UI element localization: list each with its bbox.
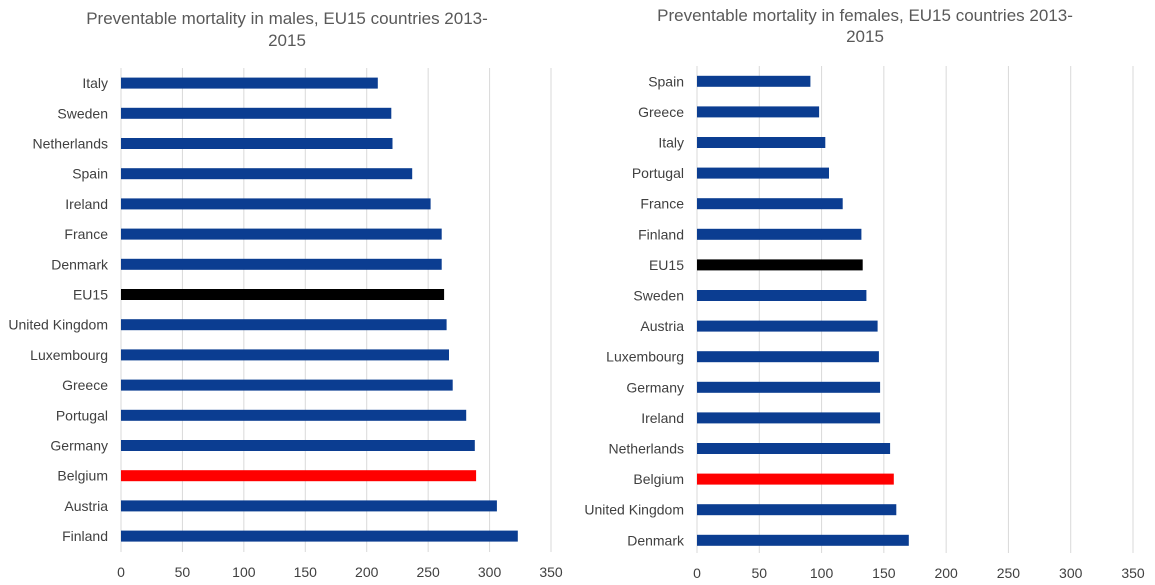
females-category-label: Denmark (627, 532, 685, 548)
females-chart-title-line-1: Preventable mortality in females, EU15 c… (657, 6, 1073, 25)
females-category-label: France (640, 196, 684, 212)
males-bar-united-kingdom (121, 319, 447, 331)
females-bar-spain (697, 75, 811, 87)
males-category-label: Austria (64, 498, 108, 514)
males-category-label: Finland (62, 528, 108, 544)
females-x-tick-label: 250 (997, 565, 1021, 581)
females-category-label: Portugal (632, 165, 684, 181)
males-bar-sweden (121, 107, 392, 119)
males-bar-eu15 (121, 289, 445, 300)
females-bar-ireland (697, 412, 881, 424)
females-bar-netherlands (697, 443, 891, 454)
males-category-label: Germany (50, 438, 108, 454)
males-category-label: Luxembourg (30, 347, 108, 363)
males-category-label: EU15 (73, 287, 108, 303)
females-chart-title-line-2: 2015 (846, 27, 884, 46)
males-category-label: Greece (62, 377, 108, 393)
females-x-tick-label: 0 (693, 565, 701, 581)
females-bar-france (697, 198, 843, 210)
males-bar-denmark (121, 258, 442, 270)
males-category-label: Netherlands (33, 136, 109, 152)
males-x-tick-label: 200 (355, 564, 379, 580)
males-bar-belgium (121, 470, 477, 482)
males-category-label: France (64, 226, 108, 242)
females-category-label: Ireland (641, 410, 684, 426)
males-bar-spain (121, 168, 413, 180)
females-x-tick-label: 200 (934, 565, 958, 581)
females-bar-finland (697, 228, 862, 240)
females-x-tick-label: 50 (751, 565, 767, 581)
females-bar-germany (697, 381, 881, 393)
females-category-label: Finland (638, 226, 684, 242)
males-category-label: Ireland (65, 196, 108, 212)
females-bar-united-kingdom (697, 504, 897, 516)
females-bar-denmark (697, 534, 909, 546)
males-bar-italy (121, 77, 378, 89)
females-x-tick-label: 150 (872, 565, 896, 581)
males-x-tick-label: 100 (232, 564, 256, 580)
females-bar-greece (697, 106, 820, 118)
females-category-label: Belgium (633, 471, 684, 487)
females-category-label: United Kingdom (584, 502, 684, 518)
females-category-label: Austria (640, 318, 684, 334)
males-category-label: Belgium (57, 468, 108, 484)
females-x-tick-label: 100 (810, 565, 834, 581)
females-bar-sweden (697, 290, 867, 301)
males-chart-title-line-2: 2015 (268, 31, 306, 50)
females-bar-chart: 0 50 100 150 200 250 300 350 Spain Greece Italy Por… (584, 66, 1145, 581)
females-bar-portugal (697, 167, 829, 179)
females-category-label: Italy (658, 135, 684, 151)
females-category-label: Luxembourg (606, 349, 684, 365)
males-bar-austria (121, 500, 497, 512)
females-bar-austria (697, 320, 878, 332)
males-bar-luxembourg (121, 349, 449, 361)
females-category-label: Germany (626, 379, 684, 395)
females-category-label: Spain (648, 73, 684, 89)
males-category-label: Sweden (57, 105, 108, 121)
males-x-tick-label: 350 (539, 564, 563, 580)
males-x-tick-label: 0 (117, 564, 125, 580)
females-bar-eu15 (697, 259, 863, 271)
females-category-label: Netherlands (609, 441, 685, 457)
males-category-label: Spain (72, 166, 108, 182)
males-x-tick-label: 300 (478, 564, 502, 580)
females-x-tick-label: 300 (1059, 565, 1083, 581)
females-category-label: Greece (638, 104, 684, 120)
males-bar-france (121, 228, 442, 240)
males-x-tick-label: 150 (294, 564, 318, 580)
males-chart-title-line-1: Preventable mortality in males, EU15 cou… (86, 9, 488, 28)
males-bar-finland (121, 530, 518, 542)
males-bar-ireland (121, 198, 431, 210)
males-bar-netherlands (121, 138, 393, 149)
males-x-tick-label: 250 (416, 564, 440, 580)
males-x-tick-label: 50 (175, 564, 191, 580)
males-bar-germany (121, 440, 475, 451)
females-bar-italy (697, 137, 826, 148)
males-bar-portugal (121, 409, 467, 421)
males-category-label: Portugal (56, 407, 108, 423)
males-category-label: Italy (82, 75, 108, 91)
females-category-label: Sweden (633, 288, 684, 304)
males-bar-greece (121, 379, 453, 391)
males-category-label: United Kingdom (8, 317, 108, 333)
females-bar-luxembourg (697, 351, 879, 363)
males-category-label: Denmark (51, 256, 109, 272)
females-x-tick-label: 350 (1121, 565, 1145, 581)
females-bar-belgium (697, 473, 894, 485)
males-bar-chart: 0 50 100 150 200 250 300 350 Italy Sweden Netherla… (8, 68, 563, 580)
females-category-label: EU15 (649, 257, 684, 273)
